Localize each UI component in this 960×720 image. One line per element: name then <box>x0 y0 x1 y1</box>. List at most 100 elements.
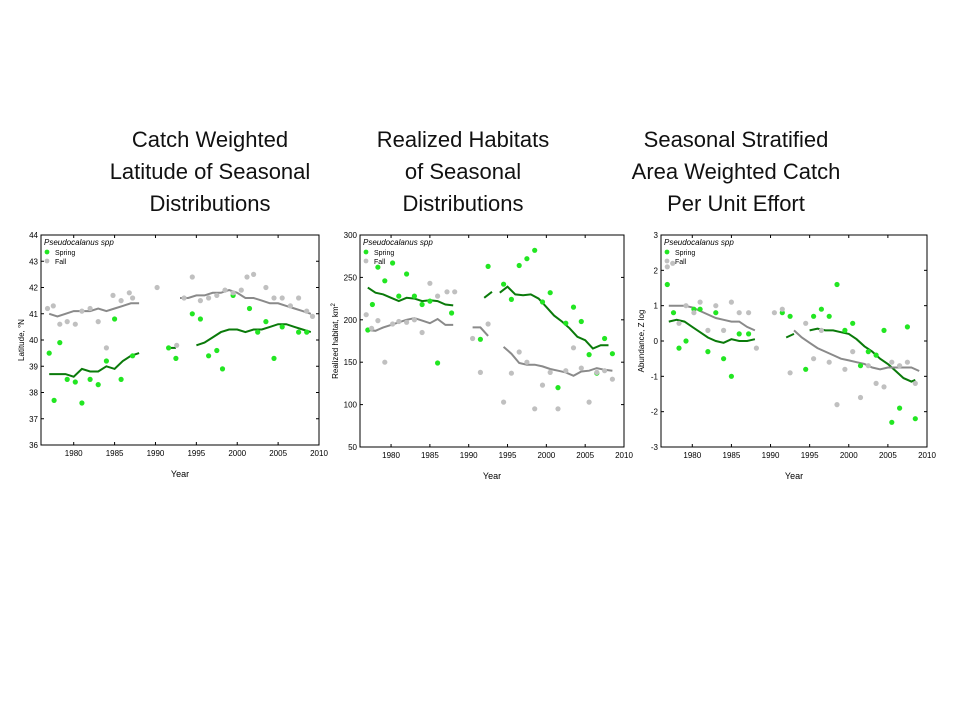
data-point-spring <box>818 306 824 312</box>
data-point-spring <box>578 318 584 325</box>
x-tick-label: 1995 <box>499 451 517 460</box>
data-point-fall <box>271 295 277 301</box>
data-point-fall <box>547 369 553 375</box>
data-point-spring <box>912 416 918 422</box>
data-point-spring <box>166 345 172 351</box>
data-point-spring <box>873 352 879 358</box>
trend-line-spring <box>668 318 756 344</box>
data-point-fall <box>501 399 507 405</box>
data-point-fall <box>110 292 116 298</box>
data-point-fall <box>555 406 561 412</box>
trend-line-fall <box>502 346 613 377</box>
data-point-fall <box>174 342 180 348</box>
trend-line-spring <box>499 285 609 350</box>
data-point-spring <box>857 363 864 369</box>
y-tick-label: 40 <box>29 336 38 345</box>
data-point-spring <box>539 299 546 305</box>
data-point-spring <box>87 376 93 382</box>
title-line: Catch Weighted <box>131 127 289 152</box>
data-point-fall <box>539 382 546 388</box>
y-tick-label: 42 <box>29 284 38 293</box>
data-point-fall <box>477 369 483 375</box>
data-point-spring <box>375 264 381 270</box>
data-point-fall <box>230 290 236 296</box>
data-point-spring <box>411 293 417 299</box>
x-tick-label: 1990 <box>147 449 165 458</box>
data-point-spring <box>904 324 910 330</box>
y-tick-label: 100 <box>344 401 358 410</box>
data-point-spring <box>449 310 455 316</box>
data-point-spring <box>173 355 179 361</box>
data-point-fall <box>664 264 670 270</box>
data-point-fall <box>118 298 124 304</box>
data-point-fall <box>713 303 719 309</box>
data-point-spring <box>570 304 577 310</box>
data-point-fall <box>64 319 70 325</box>
y-axis-label: Abundance, Z log <box>637 310 646 373</box>
data-point-fall <box>857 394 864 401</box>
data-point-fall <box>382 359 388 365</box>
data-point-spring <box>664 281 670 288</box>
data-point-spring <box>787 313 793 319</box>
data-point-fall <box>452 289 458 295</box>
data-point-spring <box>602 335 608 342</box>
data-point-spring <box>508 296 514 302</box>
data-point-fall <box>404 319 410 325</box>
x-tick-label: 2005 <box>576 451 594 460</box>
x-tick-label: 1980 <box>382 451 400 460</box>
data-point-fall <box>779 306 785 312</box>
data-point-fall <box>676 320 682 326</box>
y-tick-label: 44 <box>29 231 38 240</box>
data-point-spring <box>382 278 388 284</box>
data-point-fall <box>586 399 592 405</box>
data-point-fall <box>154 284 160 291</box>
data-point-spring <box>95 382 101 388</box>
data-point-fall <box>508 370 514 376</box>
data-point-fall <box>787 370 793 376</box>
title-line: Realized Habitats <box>376 127 550 152</box>
legend-label-spring: Spring <box>55 250 75 257</box>
data-point-fall <box>309 313 316 319</box>
data-point-spring <box>811 313 817 319</box>
data-point-fall <box>889 359 895 365</box>
data-point-fall <box>609 376 615 382</box>
x-tick-label: 2000 <box>840 451 858 460</box>
data-point-spring <box>516 262 522 269</box>
data-point-spring <box>112 316 118 322</box>
data-point-fall <box>532 406 538 412</box>
trend-line-spring <box>809 327 916 383</box>
data-point-spring <box>697 306 703 312</box>
data-point-spring <box>850 320 856 326</box>
data-point-spring <box>477 336 483 342</box>
data-point-fall <box>736 310 742 316</box>
y-axis-label-text: Realized habitat, km <box>331 306 340 379</box>
data-point-fall <box>912 380 918 386</box>
data-point-spring <box>130 353 136 359</box>
data-point-spring <box>609 351 615 357</box>
data-point-fall <box>803 320 809 326</box>
data-point-fall <box>427 280 433 286</box>
data-point-spring <box>51 397 57 403</box>
y-axis-label: Realized habitat, km2 <box>331 302 340 378</box>
data-point-spring <box>865 349 871 355</box>
data-point-fall <box>419 329 425 336</box>
data-point-spring <box>713 310 719 316</box>
data-point-fall <box>563 368 569 374</box>
trend-line-fall <box>48 302 140 318</box>
data-point-spring <box>746 331 752 337</box>
data-point-fall <box>842 366 848 372</box>
y-tick-label: 2 <box>654 266 659 275</box>
y-tick-label: 36 <box>29 441 38 450</box>
x-tick-label: 1995 <box>187 449 205 458</box>
y-axis-label-text: Latitude, °N <box>17 319 26 361</box>
data-point-spring <box>842 327 848 333</box>
title-line: Distributions <box>149 191 271 216</box>
data-point-spring <box>435 360 441 366</box>
trend-line-spring <box>49 352 140 378</box>
species-label: Pseudocalanus spp <box>44 238 114 247</box>
data-point-fall <box>375 318 381 324</box>
data-point-fall <box>87 305 93 312</box>
panel-title-latitude: Catch Weighted Latitude of Seasonal Dist… <box>80 124 340 220</box>
data-point-fall <box>705 327 711 333</box>
legend-label-spring: Spring <box>374 250 394 257</box>
